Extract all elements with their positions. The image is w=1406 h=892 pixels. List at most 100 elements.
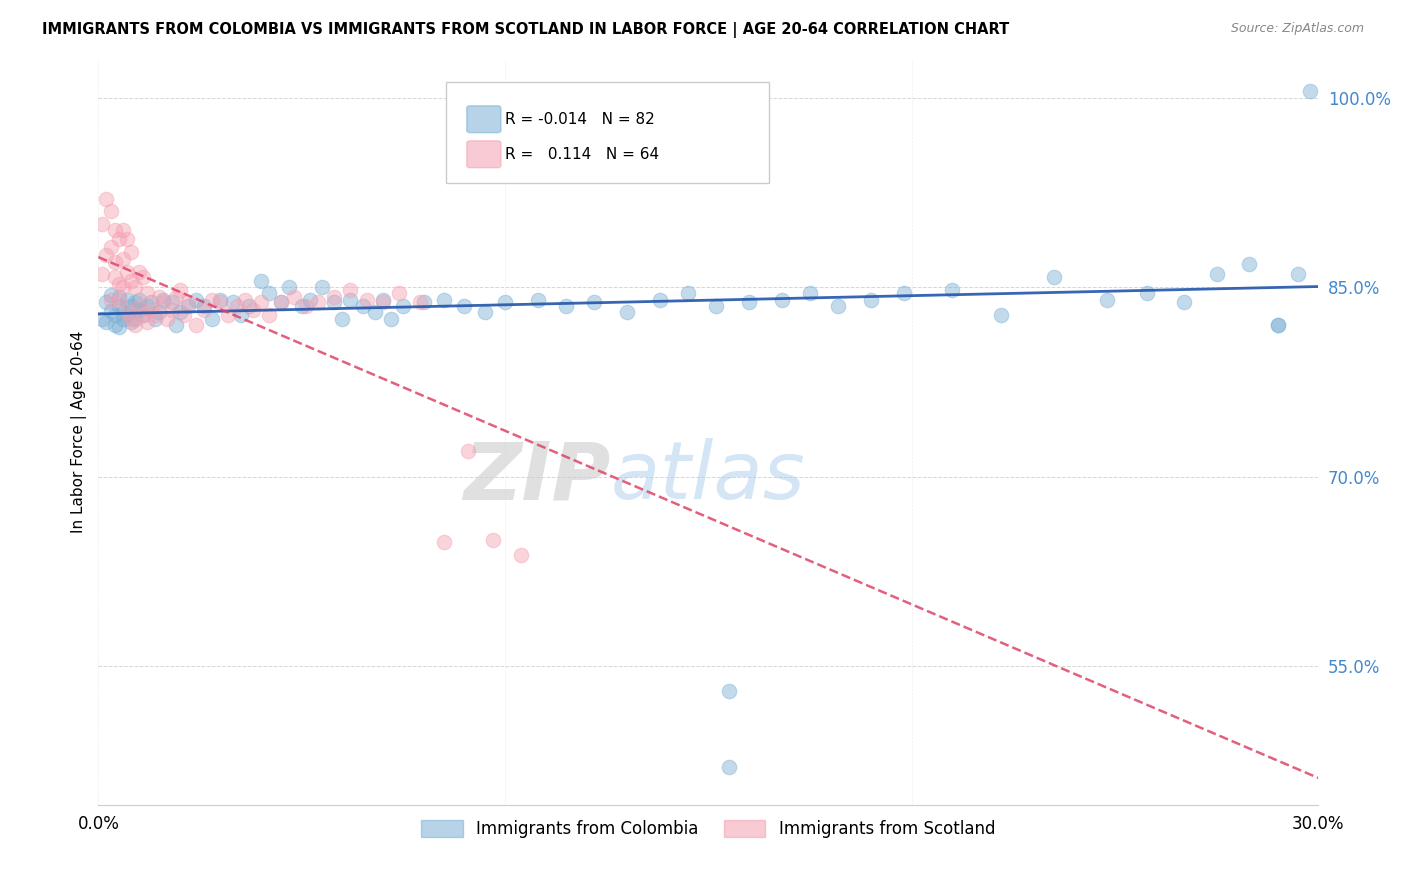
Point	[717, 684, 740, 698]
Point	[177, 295, 200, 310]
Point	[115, 308, 138, 322]
Point	[107, 320, 129, 334]
Point	[738, 295, 761, 310]
Point	[136, 286, 159, 301]
Point	[941, 283, 963, 297]
Point	[209, 293, 232, 307]
Point	[270, 295, 292, 310]
Point	[218, 308, 240, 322]
Point	[1173, 295, 1195, 310]
Point	[120, 311, 142, 326]
Point	[91, 217, 114, 231]
Point	[104, 223, 127, 237]
Point	[169, 305, 191, 319]
Point	[339, 283, 361, 297]
Point	[143, 311, 166, 326]
Point	[96, 248, 118, 262]
Point	[555, 299, 578, 313]
Point	[104, 254, 127, 268]
Point	[91, 268, 114, 282]
Point	[184, 318, 207, 332]
Point	[132, 269, 155, 284]
Point	[128, 299, 150, 313]
Point	[132, 308, 155, 322]
Point	[148, 290, 170, 304]
Point	[330, 311, 353, 326]
Point	[433, 535, 456, 549]
Point	[136, 299, 159, 313]
Point	[193, 299, 215, 313]
Point	[717, 760, 740, 774]
Point	[115, 305, 138, 319]
Point	[160, 302, 183, 317]
Point	[311, 280, 333, 294]
Point	[770, 293, 793, 307]
Point	[307, 295, 329, 310]
Point	[104, 308, 127, 322]
Point	[859, 293, 882, 307]
Point	[481, 533, 503, 547]
Point	[115, 293, 138, 307]
Point	[352, 299, 374, 313]
Point	[250, 274, 273, 288]
Point	[1286, 268, 1309, 282]
Point	[173, 308, 195, 322]
Point	[177, 299, 200, 313]
Point	[132, 308, 155, 322]
Point	[100, 204, 122, 219]
Point	[371, 295, 394, 310]
FancyBboxPatch shape	[446, 82, 769, 183]
Point	[827, 299, 849, 313]
Point	[412, 295, 434, 310]
Point	[291, 299, 314, 313]
Point	[648, 293, 671, 307]
Point	[799, 286, 821, 301]
Point	[380, 311, 402, 326]
Point	[165, 318, 187, 332]
Point	[250, 295, 273, 310]
Point	[111, 223, 134, 237]
Point	[165, 290, 187, 304]
Point	[339, 293, 361, 307]
Point	[104, 269, 127, 284]
Point	[388, 286, 411, 301]
Text: atlas: atlas	[610, 438, 806, 516]
Point	[120, 299, 142, 313]
Point	[201, 293, 224, 307]
Point	[107, 293, 129, 307]
Point	[193, 302, 215, 317]
Point	[356, 293, 378, 307]
Text: R = -0.014   N = 82: R = -0.014 N = 82	[505, 112, 654, 127]
Point	[433, 293, 456, 307]
Point	[100, 239, 122, 253]
Point	[893, 286, 915, 301]
Point	[201, 311, 224, 326]
Point	[136, 315, 159, 329]
Point	[1136, 286, 1159, 301]
Point	[371, 293, 394, 307]
Point	[257, 286, 280, 301]
Legend: Immigrants from Colombia, Immigrants from Scotland: Immigrants from Colombia, Immigrants fro…	[415, 814, 1002, 845]
Point	[152, 295, 174, 310]
Point	[706, 299, 728, 313]
Point	[1267, 318, 1289, 332]
Point	[1237, 257, 1260, 271]
Point	[91, 311, 114, 326]
Point	[107, 290, 129, 304]
Point	[111, 280, 134, 294]
Point	[676, 286, 699, 301]
Point	[510, 548, 533, 562]
Point	[392, 299, 415, 313]
Point	[120, 244, 142, 259]
Point	[96, 192, 118, 206]
Point	[100, 293, 122, 307]
Point	[408, 295, 430, 310]
Point	[526, 293, 548, 307]
Point	[141, 295, 163, 310]
FancyBboxPatch shape	[467, 106, 501, 133]
Point	[364, 305, 387, 319]
Point	[225, 299, 247, 313]
Point	[156, 311, 179, 326]
Point	[323, 290, 346, 304]
FancyBboxPatch shape	[467, 141, 501, 168]
